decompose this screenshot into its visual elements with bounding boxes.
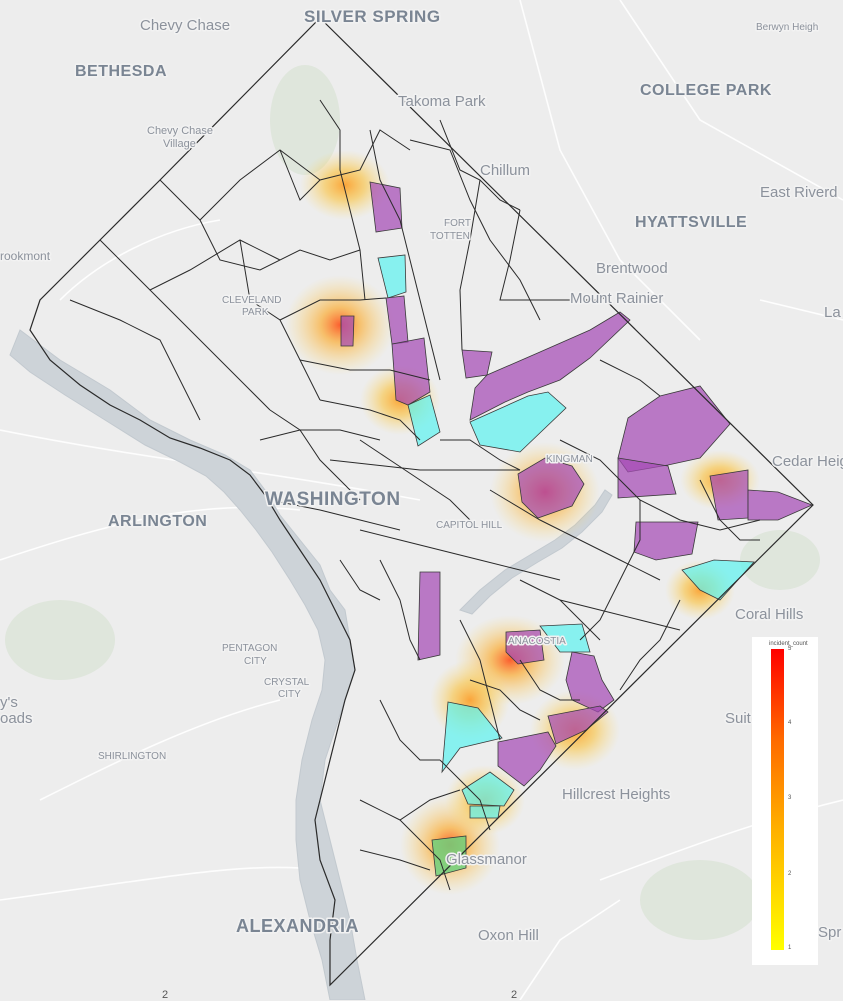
label-brookmont: rookmont (0, 249, 51, 263)
heat-spot (285, 275, 395, 375)
label-shirlington: SHIRLINGTON (98, 751, 166, 762)
label-pentagon-city-1: PENTAGON (222, 643, 277, 654)
tract-purple[interactable] (469, 311, 631, 421)
label-suitland: Suit (725, 710, 752, 727)
label-east-riverdale: East Riverd (760, 184, 838, 201)
basemap-parks (5, 65, 820, 940)
potomac-river (9, 329, 366, 1000)
colorbar-tick: 1 (788, 945, 792, 951)
label-oxon-hill: Oxon Hill (478, 927, 539, 944)
tract-purple[interactable] (547, 705, 609, 745)
label-anacostia: ANACOSTIA (508, 636, 566, 647)
tract-purple[interactable] (497, 731, 557, 787)
label-washington: WASHINGTON (265, 489, 401, 510)
label-hillcrest-heights: Hillcrest Heights (562, 786, 670, 803)
tract-cyan[interactable] (407, 394, 441, 447)
label-fort-totten-1: FORT (444, 218, 471, 229)
tract-highlights (340, 181, 814, 877)
tract-cyan[interactable] (461, 771, 515, 807)
tract-green[interactable] (431, 835, 467, 877)
label-silver-spring: SILVER SPRING (304, 7, 441, 26)
tract-purple[interactable] (505, 629, 545, 665)
label-chevy-chase-village-1: Chevy Chase (147, 125, 213, 137)
tract-boundaries (29, 17, 814, 987)
label-chillum: Chillum (480, 162, 530, 179)
label-arlington: ARLINGTON (108, 513, 207, 530)
label-crystal-city-1: CRYSTAL (264, 677, 310, 688)
tract-cyan[interactable] (441, 701, 503, 774)
tract-purple[interactable] (417, 571, 441, 661)
colorbar-gradient (771, 649, 784, 950)
tract-purple[interactable] (565, 651, 615, 713)
tract-purple[interactable] (340, 315, 355, 347)
label-cleveland-park-2: PARK (242, 307, 269, 318)
heat-spot (300, 150, 390, 220)
tract-purple[interactable] (617, 457, 677, 499)
label-cedar-heights: Cedar Heig (772, 453, 843, 470)
colorbar-legend: incident_count 5 4 3 2 1 (752, 637, 818, 965)
label-berwyn: Berwyn Heigh (756, 22, 818, 33)
label-pentagon-city-2: CITY (244, 656, 267, 667)
colorbar-tick: 3 (788, 795, 792, 801)
tract-purple[interactable] (747, 489, 814, 521)
bottom-axis-tick: 2 (162, 989, 169, 1001)
colorbar-tick: 5 (788, 646, 792, 652)
label-chevy-chase-village-2: Village (163, 138, 196, 150)
tract-cyan[interactable] (469, 391, 567, 453)
tract-purple[interactable] (517, 457, 585, 519)
label-baileys-2: oads (0, 710, 33, 727)
tract-purple[interactable] (369, 181, 403, 233)
anacostia-river (459, 489, 613, 615)
colorbar-tick: 2 (788, 871, 792, 877)
label-capitol-hill: CAPITOL HILL (436, 520, 503, 531)
label-bethesda: BETHESDA (75, 63, 167, 80)
label-cleveland-park-1: CLEVELAND (222, 295, 281, 306)
label-chevy-chase: Chevy Chase (140, 17, 230, 34)
tract-cyan[interactable] (539, 623, 591, 653)
label-hyattsville: HYATTSVILLE (635, 214, 747, 231)
label-college-park: COLLEGE PARK (640, 82, 772, 99)
label-landover: La (824, 304, 841, 321)
label-takoma-park: Takoma Park (398, 93, 486, 110)
bottom-axis-tick: 2 (511, 989, 518, 1001)
label-coral-hills: Coral Hills (735, 606, 803, 623)
tract-purple[interactable] (633, 521, 699, 561)
dc-boundary (29, 17, 814, 987)
label-brentwood: Brentwood (596, 260, 668, 277)
label-alexandria: ALEXANDRIA (236, 916, 359, 936)
tract-cyan[interactable] (377, 254, 407, 299)
label-baileys-1: y's (0, 694, 18, 711)
colorbar-title: incident_count (769, 641, 808, 647)
label-glassmanor: Glassmanor (446, 851, 527, 868)
label-crystal-city-2: CITY (278, 689, 301, 700)
label-fort-totten-2: TOTTEN (430, 231, 470, 242)
colorbar-tick: 4 (788, 720, 792, 726)
tract-purple[interactable] (391, 337, 431, 406)
tract-purple[interactable] (461, 349, 493, 379)
label-mount-rainier: Mount Rainier (570, 290, 663, 307)
label-kingman: KINGMAN (546, 454, 593, 465)
place-labels: Chevy Chase SILVER SPRING Berwyn Heigh B… (0, 6, 843, 946)
label-spr: Spr (818, 924, 841, 941)
